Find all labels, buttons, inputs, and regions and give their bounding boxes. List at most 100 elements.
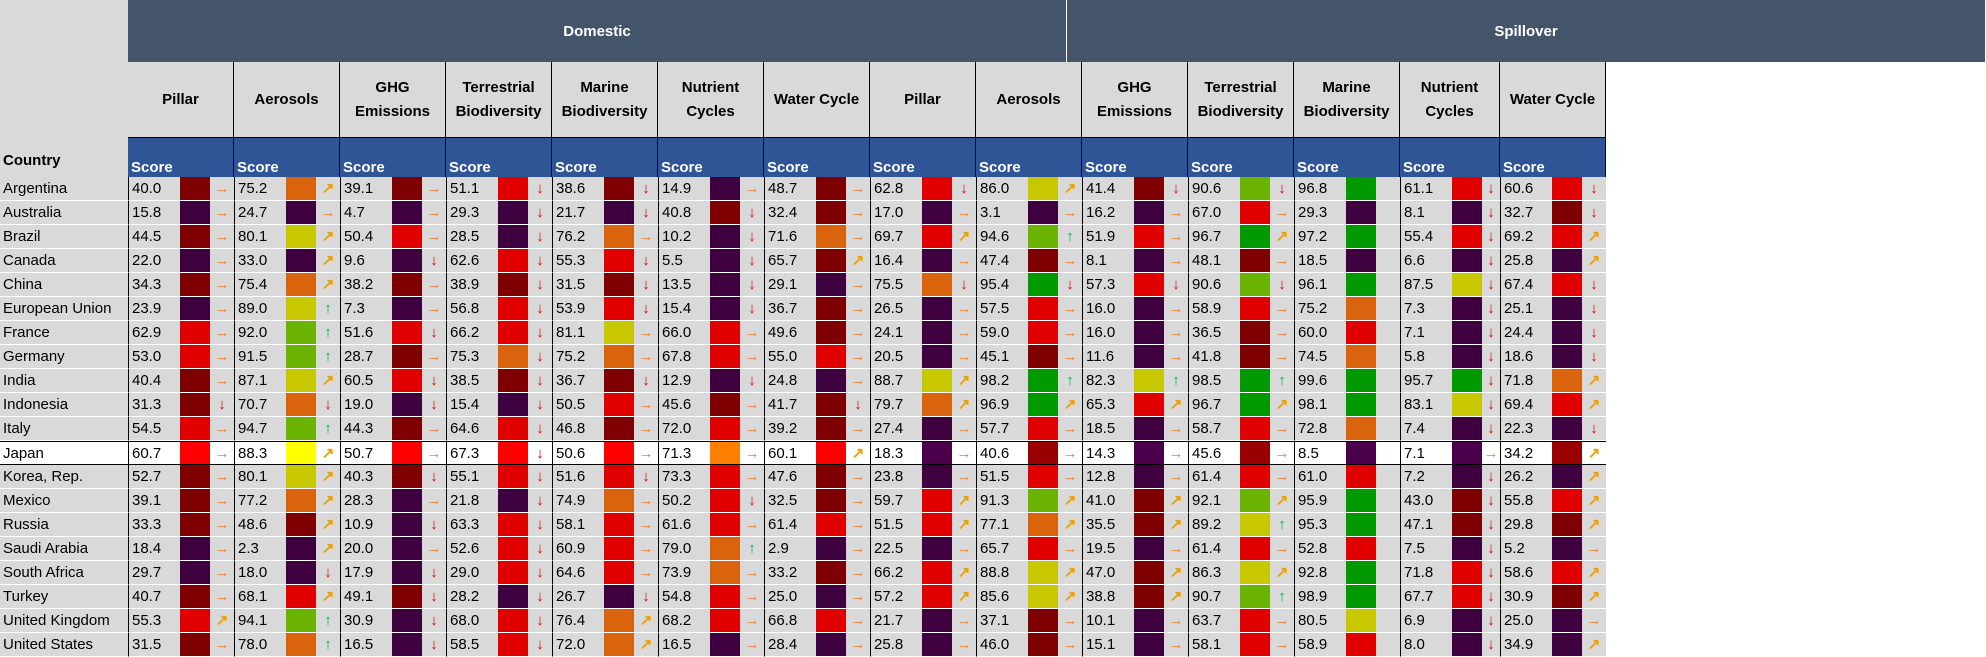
spillover-score-color-swatch: [1028, 609, 1058, 633]
domestic-score-value: 39.1: [128, 489, 180, 513]
spillover-score-color-swatch: [1346, 465, 1376, 489]
domestic-score-value: 51.6: [340, 321, 392, 345]
spillover-score-color-swatch: [1452, 249, 1482, 273]
domestic-score-value: 28.4: [764, 633, 816, 657]
spillover-trend-arrow: →: [1270, 345, 1294, 369]
spillover-trend-arrow: →: [952, 201, 976, 225]
domestic-trend-arrow: ↓: [634, 369, 658, 393]
domestic-score-value: 29.3: [446, 201, 498, 225]
domestic-trend-arrow: →: [422, 417, 446, 441]
domestic-trend-arrow: →: [846, 633, 870, 657]
domestic-score-value: 66.8: [764, 609, 816, 633]
domestic-header-2: Aerosols: [234, 62, 340, 138]
domestic-score-color-swatch: [604, 633, 634, 657]
spillover-score-color-swatch: [1134, 417, 1164, 441]
spillover-score-color-swatch: [1346, 537, 1376, 561]
domestic-score-color-swatch: [498, 513, 528, 537]
domestic-trend-arrow: →: [846, 273, 870, 297]
spillover-score-color-swatch: [1240, 561, 1270, 585]
domestic-score-color-swatch: [710, 249, 740, 273]
domestic-trend-arrow: ↓: [528, 441, 552, 465]
spillover-score-value: 18.6: [1500, 345, 1552, 369]
spillover-trend-arrow: ↓: [1482, 201, 1500, 225]
domestic-score-header-3: Score: [340, 138, 446, 177]
spillover-score-value: 22.5: [870, 537, 922, 561]
spillover-trend-arrow: ↗: [1058, 513, 1082, 537]
spillover-score-value: 83.1: [1400, 393, 1452, 417]
spillover-score-value: 98.1: [1294, 393, 1346, 417]
spillover-score-color-swatch: [1346, 273, 1376, 297]
spillover-score-color-swatch: [1028, 513, 1058, 537]
spillover-trend-arrow: [1376, 225, 1400, 249]
spillover-trend-arrow: ↗: [1164, 513, 1188, 537]
domestic-score-color-swatch: [816, 489, 846, 513]
domestic-score-value: 94.1: [234, 609, 286, 633]
domestic-score-value: 36.7: [764, 297, 816, 321]
domestic-score-color-swatch: [604, 537, 634, 561]
domestic-score-color-swatch: [498, 393, 528, 417]
domestic-trend-arrow: ↓: [528, 297, 552, 321]
domestic-score-color-swatch: [286, 537, 316, 561]
spillover-trend-arrow: ↓: [1164, 273, 1188, 297]
spillover-trend-arrow: →: [1482, 441, 1500, 465]
spillover-trend-arrow: ↗: [952, 369, 976, 393]
spillover-score-color-swatch: [1134, 609, 1164, 633]
domestic-trend-arrow: ↓: [846, 393, 870, 417]
spillover-score-value: 94.6: [976, 225, 1028, 249]
domestic-score-color-swatch: [710, 633, 740, 657]
domestic-header-1: Pillar: [128, 62, 234, 138]
spillover-trend-arrow: ↓: [1482, 297, 1500, 321]
spillover-score-color-swatch: [1552, 273, 1582, 297]
header-corner: [0, 0, 128, 62]
spillover-trend-arrow: [1376, 201, 1400, 225]
spillover-score-color-swatch: [1552, 321, 1582, 345]
country-label: European Union: [0, 297, 128, 321]
domestic-trend-arrow: ↓: [422, 513, 446, 537]
spillover-trend-arrow: ↓: [1482, 489, 1500, 513]
spillover-score-color-swatch: [1552, 393, 1582, 417]
domestic-trend-arrow: ↓: [528, 489, 552, 513]
domestic-score-value: 5.5: [658, 249, 710, 273]
spillover-score-color-swatch: [1134, 345, 1164, 369]
spillover-trend-arrow: ↓: [1582, 297, 1606, 321]
spillover-trend-arrow: ↗: [1582, 369, 1606, 393]
spillover-score-value: 16.4: [870, 249, 922, 273]
spillover-trend-arrow: [1376, 369, 1400, 393]
domestic-score-value: 2.9: [764, 537, 816, 561]
domestic-trend-arrow: ↓: [740, 489, 764, 513]
domestic-score-color-swatch: [710, 177, 740, 201]
domestic-score-color-swatch: [710, 345, 740, 369]
domestic-trend-arrow: ↓: [528, 249, 552, 273]
domestic-score-color-swatch: [180, 537, 210, 561]
spillover-score-value: 74.5: [1294, 345, 1346, 369]
spillover-header-5: Marine Biodiversity: [1294, 62, 1400, 138]
spillover-score-value: 46.0: [976, 633, 1028, 657]
spillover-trend-arrow: →: [952, 609, 976, 633]
domestic-score-value: 33.0: [234, 249, 286, 273]
domestic-trend-arrow: ↓: [634, 465, 658, 489]
spillover-trend-arrow: [1376, 321, 1400, 345]
domestic-score-color-swatch: [180, 441, 210, 465]
spillover-trend-arrow: ↗: [1058, 561, 1082, 585]
domestic-score-color-swatch: [392, 273, 422, 297]
domestic-score-value: 62.6: [446, 249, 498, 273]
spillover-score-color-swatch: [922, 465, 952, 489]
domestic-score-value: 58.5: [446, 633, 498, 657]
domestic-score-value: 53.9: [552, 297, 604, 321]
domestic-score-color-swatch: [604, 201, 634, 225]
domestic-trend-arrow: ↓: [422, 465, 446, 489]
spillover-trend-arrow: ↓: [1482, 633, 1500, 657]
spillover-score-color-swatch: [1028, 177, 1058, 201]
domestic-score-value: 38.5: [446, 369, 498, 393]
spillover-score-color-swatch: [1346, 297, 1376, 321]
domestic-score-color-swatch: [816, 201, 846, 225]
spillover-score-value: 23.8: [870, 465, 922, 489]
spillover-score-value: 16.0: [1082, 321, 1134, 345]
spillover-trend-arrow: ↗: [1270, 225, 1294, 249]
domestic-score-color-swatch: [498, 537, 528, 561]
spillover-trend-arrow: →: [1270, 417, 1294, 441]
domestic-score-value: 21.8: [446, 489, 498, 513]
spillover-score-value: 69.4: [1500, 393, 1552, 417]
domestic-score-value: 60.5: [340, 369, 392, 393]
spillover-score-header-6: Score: [1400, 138, 1500, 177]
